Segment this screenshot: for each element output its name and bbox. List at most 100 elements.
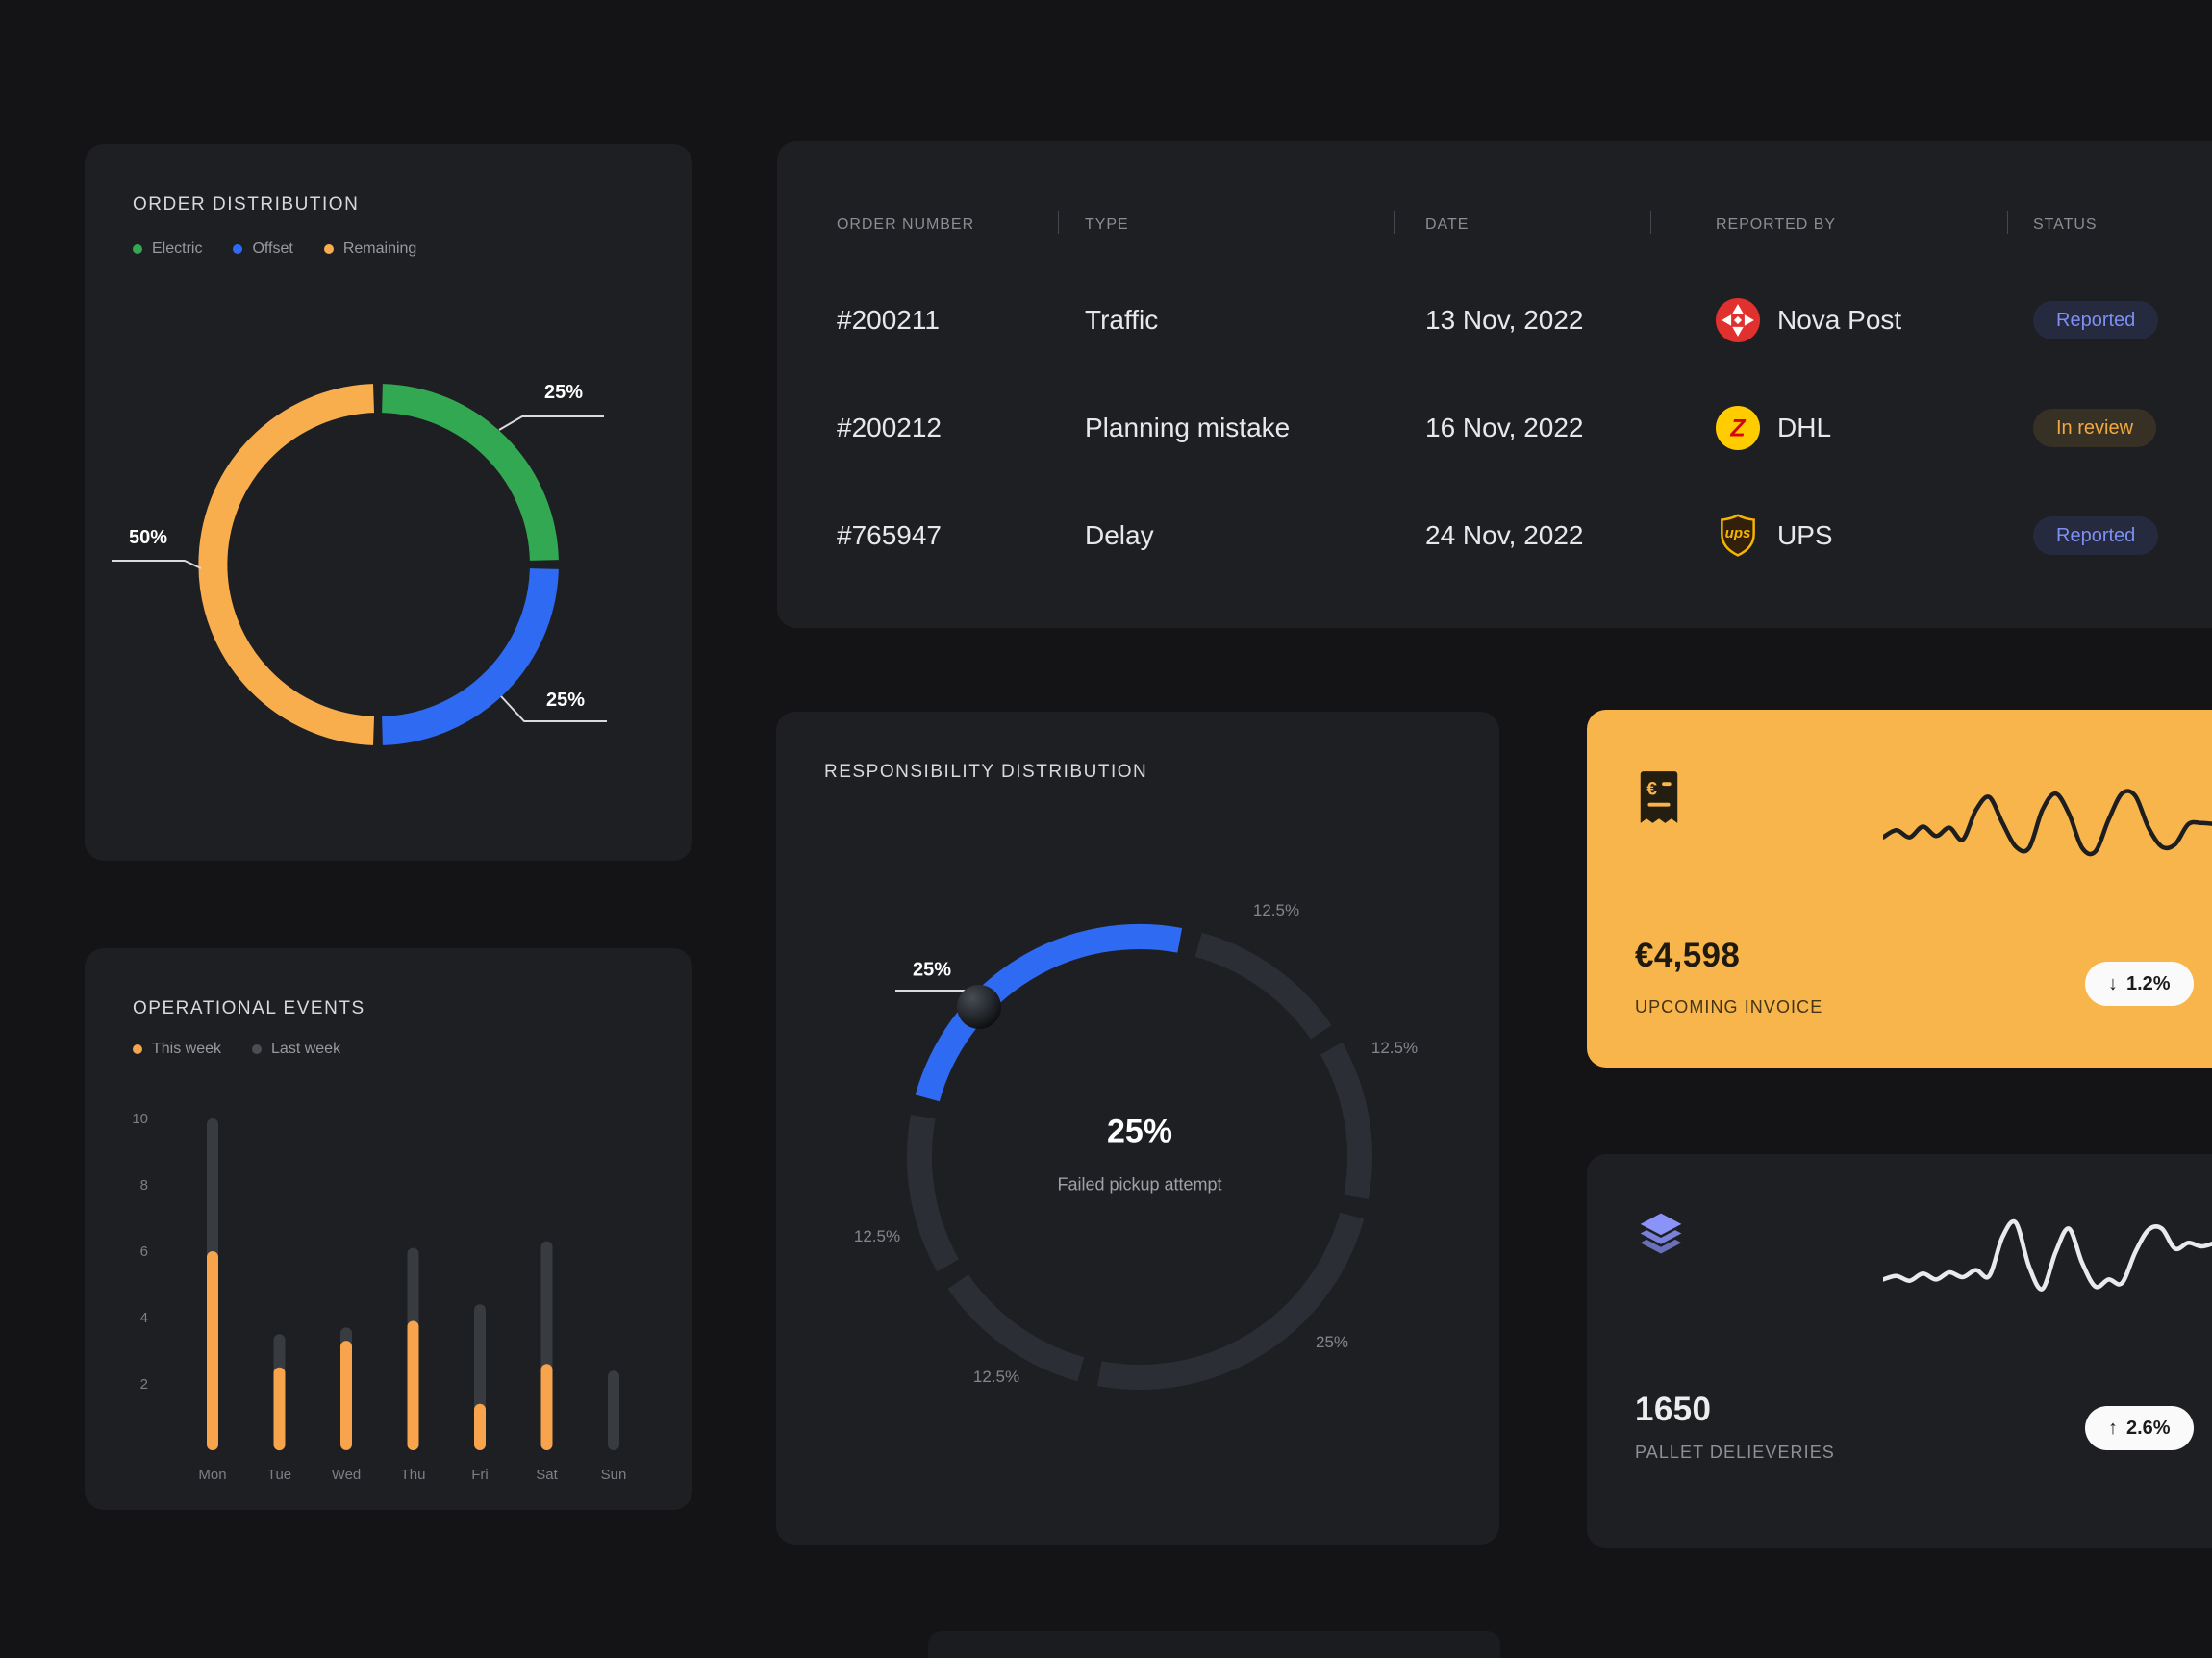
operational-events-card: OPERATIONAL EVENTS This week Last week M… — [85, 948, 692, 1510]
legend-item-last-week[interactable]: Last week — [252, 1041, 340, 1058]
status-cell: In review — [2033, 394, 2157, 462]
gauge-center-value: 25% — [1106, 1113, 1173, 1150]
order-distribution-legend: Electric Offset Remaining — [133, 240, 416, 258]
legend-label: Last week — [271, 1041, 341, 1057]
invoice-delta-badge: ↓ 1.2% — [2085, 962, 2194, 1006]
svg-text:Tue: Tue — [267, 1467, 291, 1483]
svg-text:Thu: Thu — [401, 1467, 426, 1483]
column-header-date: DATE — [1425, 216, 1470, 233]
order-number: #200211 — [837, 305, 940, 335]
legend-dot-remaining — [323, 244, 334, 254]
legend-label: This week — [152, 1041, 222, 1057]
svg-text:6: 6 — [140, 1244, 148, 1260]
invoice-receipt-icon: € — [1635, 769, 1683, 830]
donut-label-offset: 25% — [545, 690, 586, 711]
legend-item-remaining[interactable]: Remaining — [323, 240, 416, 258]
pallet-label: PALLET DELIEVERIES — [1635, 1443, 1835, 1462]
donut-label-remaining: 50% — [128, 527, 168, 548]
pallet-deliveries-card: 1650 PALLET DELIEVERIES ↑ 2.6% — [1587, 1154, 2212, 1548]
legend-item-offset[interactable]: Offset — [233, 240, 293, 258]
dhl-logo-icon: Z — [1716, 406, 1760, 450]
column-header-type: TYPE — [1085, 216, 1129, 233]
svg-text:Sat: Sat — [536, 1467, 558, 1483]
operational-events-legend: This week Last week — [133, 1041, 340, 1058]
carrier-cell: Z DHL — [1716, 394, 1831, 462]
incident-date: 16 Nov, 2022 — [1425, 413, 1584, 442]
pallet-delta-badge: ↑ 2.6% — [2085, 1406, 2194, 1450]
legend-label: Electric — [152, 240, 203, 257]
legend-label: Offset — [252, 240, 293, 257]
svg-text:10: 10 — [132, 1111, 148, 1127]
arrow-up-icon: ↑ — [2108, 1417, 2118, 1439]
layers-icon — [1635, 1208, 1687, 1265]
svg-text:Wed: Wed — [332, 1467, 362, 1483]
svg-text:2: 2 — [140, 1376, 148, 1393]
operational-events-bar-chart: Mon Tue Wed Thu Fri Sat Sun 2 4 6 8 10 — [132, 1111, 627, 1483]
pallet-trend-sparkline — [1883, 1218, 2212, 1292]
table-row[interactable]: #200212 Planning mistake 16 Nov, 2022 Z … — [777, 394, 2212, 462]
legend-item-electric[interactable]: Electric — [133, 240, 202, 258]
donut-label-electric: 25% — [543, 382, 584, 403]
header-divider — [1058, 211, 1059, 234]
incident-type: Delay — [1085, 520, 1154, 550]
incident-type: Traffic — [1085, 305, 1159, 335]
table-row[interactable]: #200211 Traffic 13 Nov, 2022 Nova Post R… — [777, 287, 2212, 354]
status-cell: Reported — [2033, 287, 2159, 354]
legend-dot-electric — [133, 244, 142, 254]
order-number: #200212 — [837, 413, 943, 442]
callout-line — [498, 415, 604, 431]
svg-text:4: 4 — [140, 1310, 148, 1326]
invoice-label: UPCOMING INVOICE — [1635, 997, 1823, 1017]
incident-type: Planning mistake — [1085, 413, 1291, 442]
callout-line — [500, 695, 607, 722]
partial-card-edge — [928, 1631, 1500, 1658]
card-title: RESPONSIBILITY DISTRIBUTION — [824, 762, 1148, 782]
pallet-count: 1650 — [1635, 1391, 1712, 1428]
svg-text:Fri: Fri — [471, 1467, 489, 1483]
order-distribution-donut-chart — [112, 384, 607, 745]
ups-logo-icon: ups — [1716, 514, 1760, 558]
column-header-status: STATUS — [2033, 216, 2098, 233]
svg-text:8: 8 — [140, 1177, 148, 1193]
svg-text:Z: Z — [1729, 415, 1746, 442]
status-badge: Reported — [2033, 301, 2159, 339]
incident-date: 24 Nov, 2022 — [1425, 520, 1584, 550]
svg-text:Mon: Mon — [198, 1467, 226, 1483]
callout-line — [112, 560, 202, 569]
gauge-center-label: Failed pickup attempt — [1057, 1174, 1222, 1194]
table-row[interactable]: #765947 Delay 24 Nov, 2022 ups UPS Repor… — [777, 502, 2212, 569]
delta-value: 1.2% — [2126, 972, 2171, 994]
carrier-name: DHL — [1777, 413, 1832, 442]
svg-text:ups: ups — [1725, 525, 1751, 541]
column-header-order-number: ORDER NUMBER — [837, 216, 975, 233]
arrow-down-icon: ↓ — [2108, 972, 2118, 994]
carrier-name: UPS — [1777, 520, 1833, 550]
svg-text:€: € — [1646, 779, 1657, 799]
invoice-trend-sparkline — [1883, 789, 2212, 857]
responsibility-distribution-card: RESPONSIBILITY DISTRIBUTION 25% 12.5% 12.5… — [776, 712, 1499, 1545]
column-header-reported-by: REPORTED BY — [1716, 216, 1836, 233]
carrier-cell: Nova Post — [1716, 287, 1901, 354]
incident-date: 13 Nov, 2022 — [1425, 305, 1584, 335]
legend-dot-last-week — [252, 1044, 263, 1054]
header-divider — [1650, 211, 1651, 234]
invoice-amount: €4,598 — [1635, 937, 1741, 974]
header-divider — [2007, 211, 2008, 234]
legend-dot-offset — [233, 244, 243, 254]
nova-post-logo-icon — [1716, 298, 1760, 342]
responsibility-gauge-chart — [895, 924, 1372, 1390]
svg-text:Sun: Sun — [601, 1467, 627, 1483]
header-divider — [1394, 211, 1395, 234]
legend-dot-this-week — [133, 1044, 142, 1054]
carrier-cell: ups UPS — [1716, 502, 1833, 569]
order-distribution-card: ORDER DISTRIBUTION Electric Offset Remai… — [85, 144, 692, 861]
gauge-knob[interactable] — [957, 985, 1001, 1029]
delta-value: 2.6% — [2126, 1417, 2171, 1439]
card-title: ORDER DISTRIBUTION — [133, 194, 360, 214]
order-number: #765947 — [837, 520, 943, 550]
carrier-name: Nova Post — [1777, 305, 1902, 335]
status-badge: In review — [2033, 409, 2157, 447]
legend-item-this-week[interactable]: This week — [133, 1041, 221, 1058]
upcoming-invoice-card: € €4,598 UPCOMING INVOICE ↓ 1.2% — [1587, 710, 2212, 1068]
